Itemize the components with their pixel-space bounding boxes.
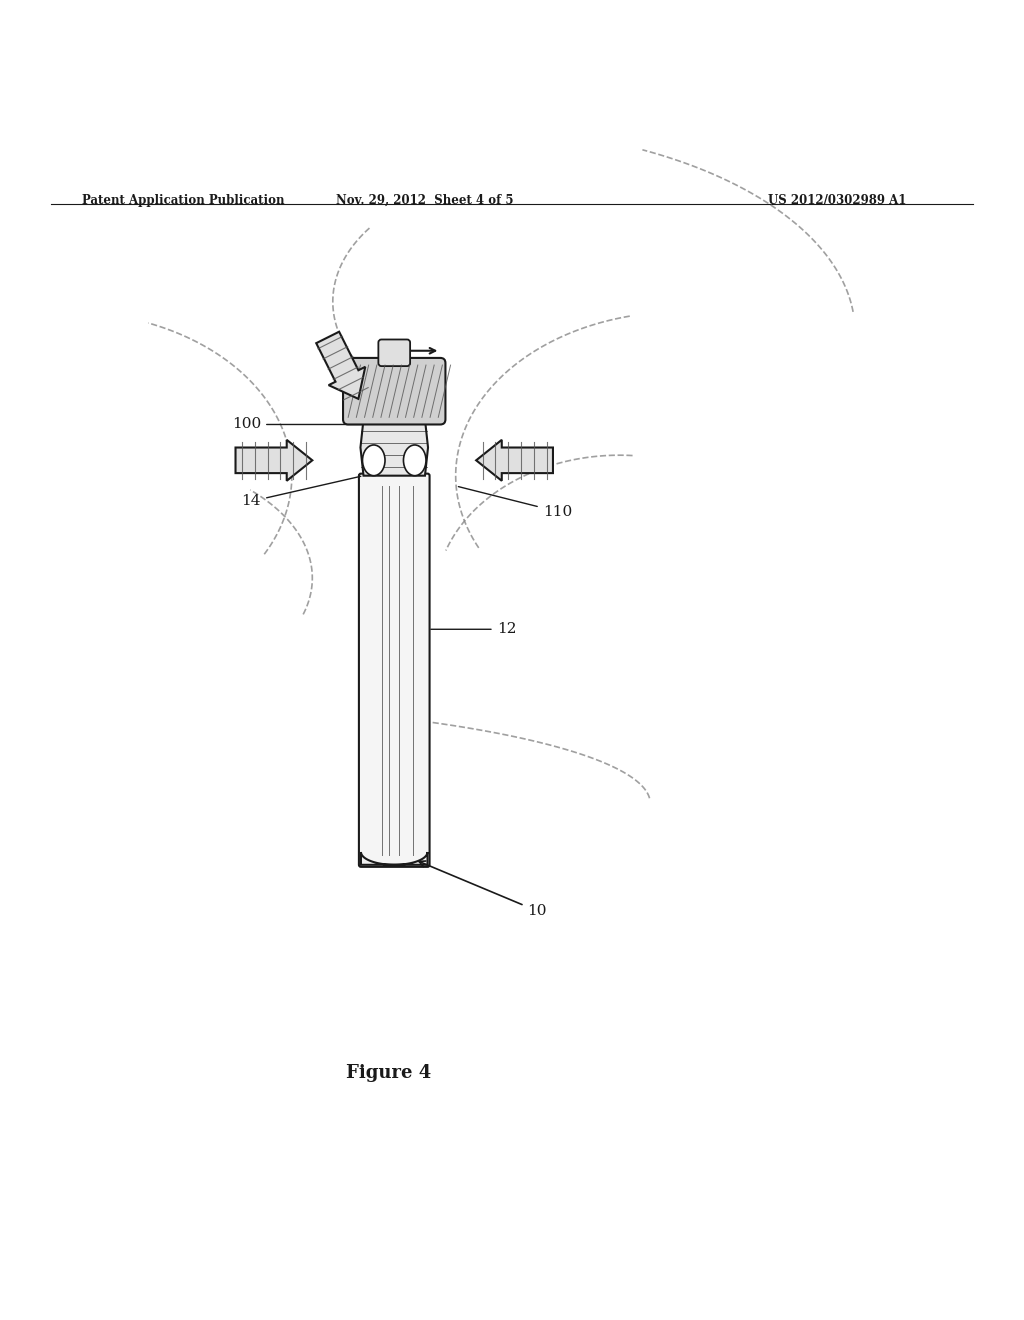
Ellipse shape xyxy=(362,445,385,475)
FancyArrow shape xyxy=(236,440,312,480)
Text: Figure 4: Figure 4 xyxy=(346,1064,432,1082)
FancyArrow shape xyxy=(476,440,553,480)
Ellipse shape xyxy=(403,445,426,475)
FancyBboxPatch shape xyxy=(343,358,445,425)
FancyBboxPatch shape xyxy=(379,339,410,366)
Polygon shape xyxy=(361,851,428,865)
Polygon shape xyxy=(360,420,428,475)
Text: US 2012/0302989 A1: US 2012/0302989 A1 xyxy=(768,194,906,207)
FancyArrow shape xyxy=(316,331,366,399)
FancyBboxPatch shape xyxy=(359,474,430,867)
Text: 14: 14 xyxy=(242,477,360,508)
Text: 100: 100 xyxy=(231,417,366,432)
Text: 12: 12 xyxy=(431,622,516,636)
Text: 10: 10 xyxy=(419,861,547,917)
Text: 110: 110 xyxy=(459,487,572,519)
Text: Patent Application Publication: Patent Application Publication xyxy=(82,194,285,207)
Text: Nov. 29, 2012  Sheet 4 of 5: Nov. 29, 2012 Sheet 4 of 5 xyxy=(336,194,514,207)
